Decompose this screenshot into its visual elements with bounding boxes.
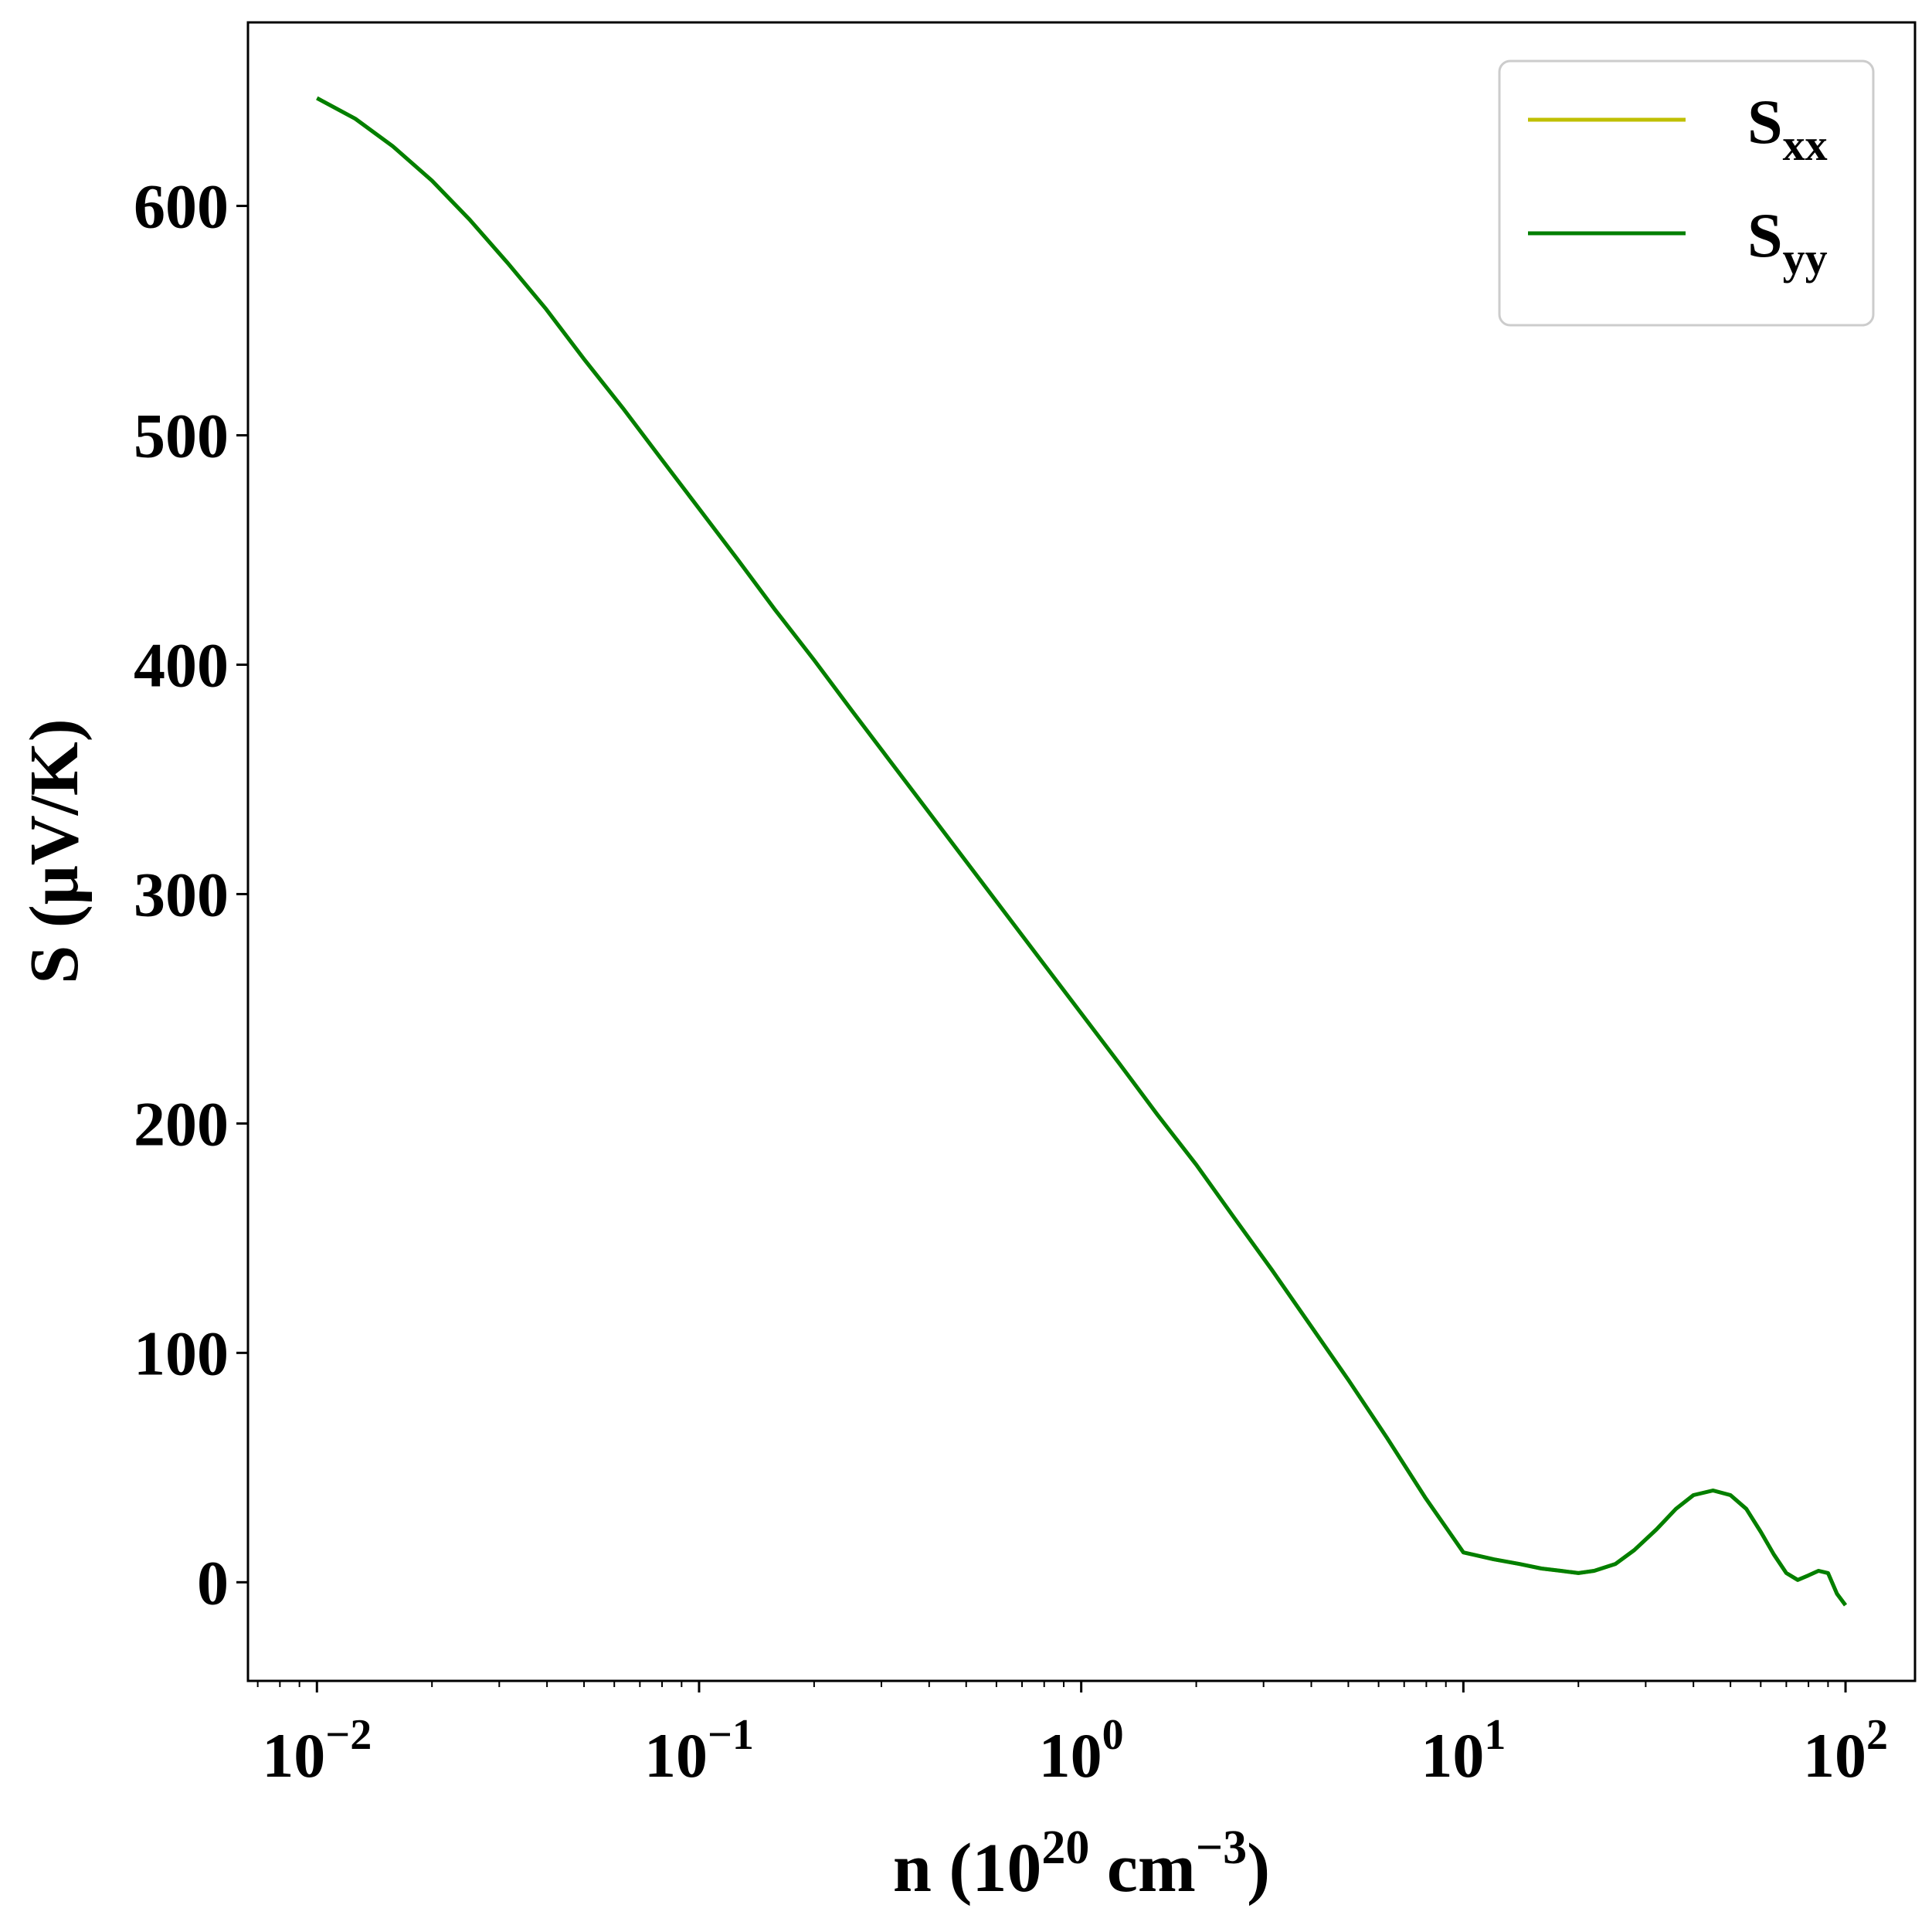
y-tick-label-5: 500 xyxy=(134,401,229,471)
x-tick-label-exponent-3: 1 xyxy=(1484,1711,1506,1759)
legend-label-syy: Syy xyxy=(1747,200,1828,283)
x-tick-label-base-4: 10 xyxy=(1803,1720,1866,1791)
x-tick-label-base-3: 10 xyxy=(1421,1720,1484,1791)
x-tick-label-exponent-2: 0 xyxy=(1102,1711,1124,1759)
x-axis-title-unit: cm xyxy=(1089,1830,1195,1906)
legend-label-sxx-main: S xyxy=(1747,87,1783,157)
y-tick-label-1: 100 xyxy=(134,1318,229,1388)
x-tick-label-exponent-1: −1 xyxy=(708,1711,754,1759)
legend-box xyxy=(1498,59,1875,327)
x-axis-title-exponent-2: −3 xyxy=(1196,1821,1247,1874)
y-axis-ticks: 0 100 200 300 400 500 600 xyxy=(134,171,248,1618)
x-axis-title-suffix: ) xyxy=(1247,1830,1270,1906)
x-tick-label-base-0: 10 xyxy=(262,1720,325,1791)
legend-label-sxx-subscript: xx xyxy=(1783,120,1828,170)
x-tick-label-0: 10−2 xyxy=(262,1711,372,1791)
y-axis-title: S (μV/K) xyxy=(16,718,93,984)
x-axis-ticks: 10−2 10−1 100 101 102 xyxy=(256,1681,1888,1791)
x-tick-label-base-2: 10 xyxy=(1039,1720,1102,1791)
x-tick-label-exponent-4: 2 xyxy=(1866,1711,1888,1759)
x-tick-label-2: 100 xyxy=(1039,1711,1124,1791)
y-tick-label-0: 0 xyxy=(197,1547,229,1618)
y-tick-label-3: 300 xyxy=(134,859,229,929)
y-tick-label-2: 200 xyxy=(134,1088,229,1159)
x-tick-label-1: 10−1 xyxy=(644,1711,754,1791)
x-axis-title-prefix: n (10 xyxy=(893,1830,1042,1906)
x-tick-label-base-1: 10 xyxy=(644,1720,708,1791)
series-line-syy xyxy=(316,96,1848,1607)
x-tick-label-exponent-0: −2 xyxy=(325,1711,372,1759)
x-axis-title-exponent-1: 20 xyxy=(1041,1821,1089,1874)
series-layer xyxy=(316,96,1848,1607)
legend: Sxx Syy xyxy=(1498,59,1875,327)
x-tick-label-4: 102 xyxy=(1803,1711,1888,1791)
y-tick-label-6: 600 xyxy=(134,171,229,242)
x-tick-label-3: 101 xyxy=(1421,1711,1506,1791)
legend-label-syy-subscript: yy xyxy=(1783,233,1828,283)
y-tick-label-4: 400 xyxy=(134,630,229,700)
x-axis-title: n (1020 cm−3) xyxy=(893,1821,1270,1906)
legend-label-syy-main: S xyxy=(1747,200,1783,270)
legend-label-sxx: Sxx xyxy=(1747,87,1828,170)
